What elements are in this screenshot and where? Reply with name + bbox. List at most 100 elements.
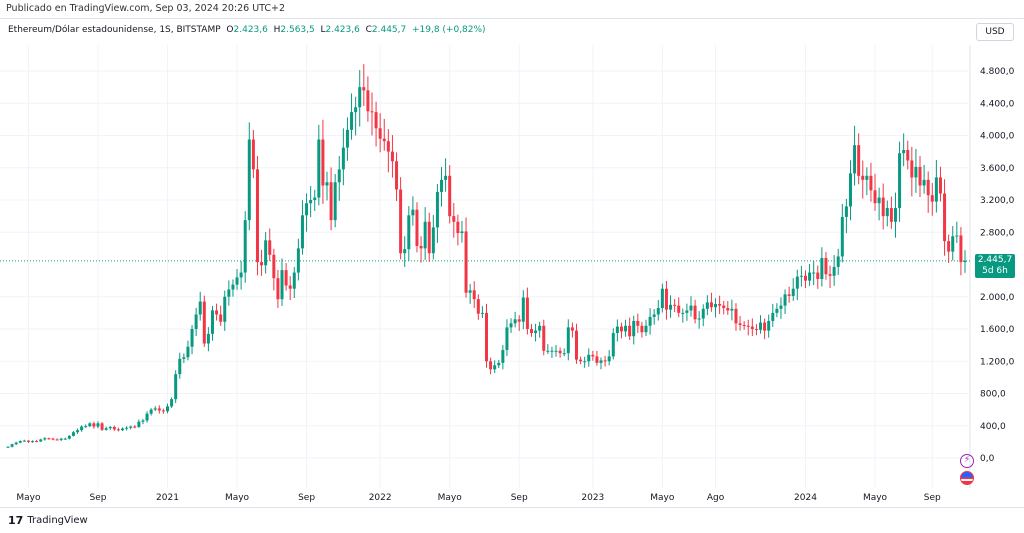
- candle-body: [640, 325, 644, 333]
- y-tick-label: 1.200,0: [980, 357, 1015, 367]
- candle-body: [922, 179, 926, 186]
- candle-body: [930, 195, 934, 202]
- candle-body: [505, 327, 509, 350]
- candle-body: [558, 350, 562, 354]
- candle-body: [47, 438, 51, 440]
- candle-body: [292, 272, 296, 289]
- candle-body: [489, 361, 493, 370]
- candle-body: [836, 256, 840, 267]
- low-value: 2.423,6: [325, 25, 360, 35]
- candle-body: [260, 262, 264, 266]
- candle-body: [853, 145, 857, 174]
- y-tick-label: 2.000,0: [980, 293, 1015, 303]
- l-label: L: [320, 25, 326, 35]
- candle-body: [170, 399, 174, 407]
- candle-body: [186, 346, 190, 358]
- candle-body: [517, 319, 521, 322]
- candle-body: [472, 290, 476, 300]
- candle-body: [71, 432, 75, 436]
- candle-body: [268, 240, 272, 255]
- y-tick-label: 400,0: [980, 422, 1006, 432]
- candle-body: [869, 175, 873, 191]
- change-value: +19,8 (+0,82%): [411, 25, 486, 35]
- close-value: 2.445,7: [371, 25, 407, 35]
- candle-body: [341, 147, 345, 170]
- candle-body: [67, 435, 71, 439]
- candle-body: [771, 312, 775, 321]
- candle-body: [153, 408, 157, 410]
- candle-body: [615, 326, 619, 334]
- candle-body: [775, 308, 779, 313]
- candle-body: [288, 285, 292, 289]
- candle-body: [370, 111, 374, 113]
- x-tick-label: 2023: [581, 493, 604, 503]
- candle-body: [697, 318, 701, 320]
- candle-body: [423, 221, 427, 249]
- candle-body: [31, 441, 35, 443]
- candle-body: [705, 302, 709, 309]
- candle-body: [861, 175, 865, 180]
- lightning-icon[interactable]: ⚡: [960, 454, 974, 468]
- candle-body: [476, 299, 480, 314]
- candle-body: [141, 420, 145, 422]
- candle-body: [149, 409, 153, 414]
- candle-body: [215, 310, 219, 315]
- candle-body: [848, 173, 852, 207]
- candle-body: [231, 284, 235, 290]
- candle-body: [35, 441, 39, 443]
- candle-body: [403, 249, 407, 254]
- candle-body: [251, 139, 255, 170]
- x-tick-label: Mayo: [650, 493, 675, 503]
- last-price-value: 2.445,7: [977, 255, 1013, 265]
- candle-body: [345, 129, 349, 148]
- candle-body: [881, 197, 885, 217]
- candle-body: [693, 305, 697, 320]
- candle-body: [906, 150, 910, 161]
- candle-body: [820, 258, 824, 280]
- candle-body: [427, 221, 431, 254]
- candle-body: [76, 430, 80, 433]
- candle-body: [39, 439, 43, 442]
- candle-body: [14, 442, 18, 445]
- candle-body: [280, 270, 284, 300]
- candle-body: [889, 208, 893, 222]
- candle-body: [133, 426, 137, 428]
- candle-body: [607, 356, 611, 362]
- candle-body: [808, 272, 812, 281]
- candle-body: [664, 288, 668, 310]
- candle-body: [959, 235, 963, 263]
- candle-body: [362, 87, 366, 91]
- candle-body: [116, 429, 120, 431]
- candle-body: [828, 274, 832, 276]
- footer-brand: 17 TradingView: [8, 514, 88, 527]
- candle-body: [624, 325, 628, 332]
- candle-body: [329, 182, 333, 221]
- candle-body: [619, 326, 623, 332]
- candle-body: [902, 150, 906, 154]
- candle-body: [873, 190, 877, 204]
- candle-body: [513, 319, 517, 324]
- candle-body: [202, 301, 206, 344]
- y-tick-label: 3.200,0: [980, 196, 1015, 206]
- candle-body: [309, 200, 313, 204]
- us-flag-icon[interactable]: [960, 471, 974, 485]
- y-tick-label: 4.800,0: [980, 67, 1015, 77]
- candle-body: [603, 360, 607, 362]
- candle-body: [947, 241, 951, 252]
- candle-body: [121, 428, 125, 431]
- y-tick-label: 2.800,0: [980, 228, 1015, 238]
- candle-body: [399, 189, 403, 254]
- candle-body: [43, 438, 47, 440]
- y-tick-label: 0,0: [980, 454, 995, 464]
- candle-body: [108, 426, 112, 429]
- candle-body: [746, 325, 750, 327]
- candle-body: [534, 330, 538, 334]
- candle-body: [22, 440, 26, 442]
- currency-button[interactable]: USD: [976, 23, 1014, 41]
- chart-frame: [0, 18, 1024, 508]
- candle-body: [898, 153, 902, 209]
- candle-body: [80, 426, 84, 431]
- candle-body: [395, 161, 399, 190]
- candle-body: [963, 260, 967, 263]
